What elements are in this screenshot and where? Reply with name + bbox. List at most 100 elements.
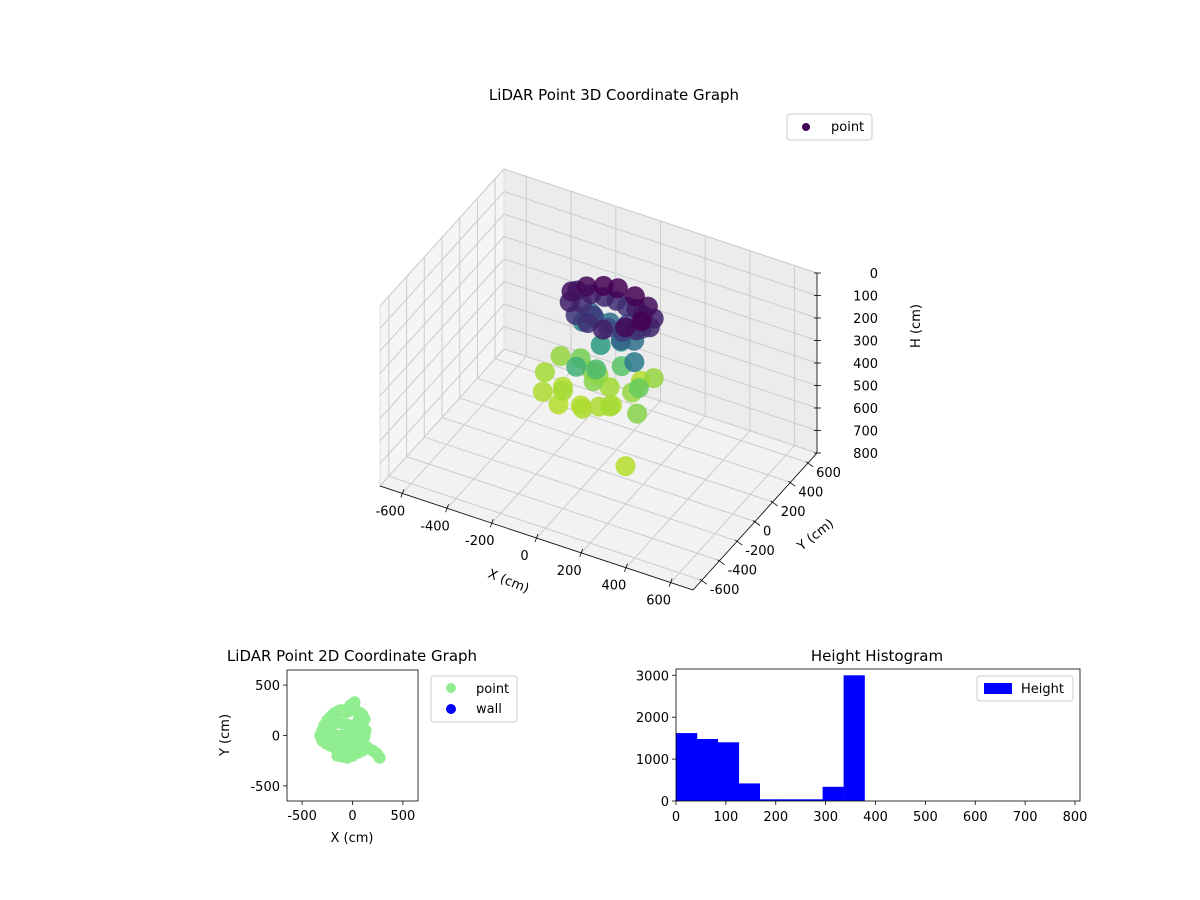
scatter3d-z-tick-label: 600 (853, 402, 878, 417)
scatter3d-gridline-z (503, 348, 818, 454)
scatter3d-gridline-z (379, 326, 505, 464)
scatter2d-point (373, 751, 386, 764)
scatter3d-point (576, 276, 597, 297)
scatter3d-y-tick-label: -400 (728, 564, 758, 579)
histogram-legend-swatch (984, 683, 1012, 694)
scatter3d-gridline-z (503, 281, 818, 386)
histogram-x-tick-label: 600 (963, 810, 988, 825)
scatter3d-gridline-y (441, 417, 756, 522)
scatter3d-legend-box (786, 113, 873, 141)
scatter3d-x-tick (534, 533, 539, 543)
scatter3d-point (586, 359, 607, 380)
scatter2d-x-tick-label: 500 (390, 809, 415, 824)
scatter3d-z-tick-label: 0 (870, 267, 878, 282)
scatter3d-point (566, 356, 587, 377)
histogram-x-tick-label: 0 (672, 810, 680, 825)
histogram-bar (759, 799, 781, 801)
scatter3d-points (532, 275, 664, 477)
scatter3d-z-tick-label: 800 (853, 447, 878, 462)
scatter3d-gridline-y (406, 456, 720, 562)
scatter3d-y-tick (788, 481, 796, 487)
scatter3d-x-tick (445, 504, 449, 513)
scatter3d-z-tick-label: 500 (853, 380, 878, 395)
scatter2d-y-tick-label: 500 (255, 679, 280, 694)
histogram-y-tick-label: 1000 (636, 753, 669, 768)
histogram-y-tick-label: 0 (661, 795, 669, 810)
scatter3d-x-tick-label: -600 (376, 504, 406, 519)
histogram-axes-frame (675, 668, 1081, 802)
scatter3d-point (572, 398, 593, 419)
scatter2d-legend-wall-marker (446, 704, 456, 714)
scatter3d-y-tick (717, 559, 725, 565)
scatter3d-gridline-z (503, 303, 818, 409)
scatter3d-legend-marker (802, 123, 810, 131)
scatter3d-gridline-y (388, 475, 703, 581)
scatter3d-z-tick-label: 300 (853, 335, 878, 350)
scatter2d-legend-wall-label: wall (476, 702, 502, 717)
scatter3d-point (607, 278, 628, 299)
scatter3d-point (577, 313, 598, 333)
histogram-legend-label: Height (1021, 682, 1064, 697)
scatter3d-point (643, 368, 664, 389)
scatter3d-x-tick-label: -400 (420, 519, 450, 534)
scatter2d-x-tick-label: 0 (348, 809, 356, 824)
scatter3d-point (615, 317, 636, 338)
histogram-x-tick-label: 100 (713, 810, 738, 825)
scatter2d-point (357, 732, 370, 745)
scatter3d-x-tick (579, 548, 584, 557)
histogram-x-tick-label: 500 (913, 810, 938, 825)
scatter3d-x-tick-label: 0 (520, 549, 528, 564)
scatter3d-gridline-z (379, 303, 505, 442)
histogram-bar (676, 733, 698, 801)
histogram-x-tick-label: 800 (1063, 810, 1088, 825)
scatter3d-x-tick-label: 400 (602, 579, 627, 594)
scatter3d-legend: point (786, 113, 873, 141)
scatter3d-x-tick (668, 578, 673, 587)
scatter3d-gridline-z (379, 236, 505, 374)
scatter3d-x-tick (624, 563, 628, 572)
scatter2d-xlabel: X (cm) (331, 831, 374, 846)
scatter3d-point (615, 456, 636, 477)
scatter3d-z-tick-label: 100 (853, 290, 878, 305)
scatter2d-chart: LiDAR Point 2D Coordinate Graph -500 0 500… (218, 647, 518, 846)
scatter2d-y-tick-label: -500 (250, 780, 280, 795)
scatter2d-y-tick-label: 0 (272, 730, 280, 745)
scatter3d-gridline-z (379, 191, 505, 329)
scatter2d-x-tick-label: -500 (287, 809, 317, 824)
scatter3d-gridline-z (503, 191, 818, 296)
histogram-bar (738, 783, 760, 801)
scatter3d-point (550, 346, 571, 366)
histogram-legend: Height (976, 675, 1074, 702)
histogram-bar (843, 675, 865, 801)
scatter3d-gridlines (379, 168, 818, 583)
scatter3d-gridline-y (459, 397, 773, 503)
scatter3d-x-tick (400, 489, 405, 498)
scatter3d-gridline-z (503, 168, 818, 274)
histogram-bar (717, 742, 740, 801)
scatter3d-point (628, 378, 649, 398)
histogram-title: Height Histogram (811, 647, 943, 665)
scatter3d-x-tick-label: 200 (557, 564, 582, 579)
scatter3d-xlabel: X (cm) (486, 567, 531, 597)
histogram-bar (822, 786, 844, 801)
scatter3d-point (627, 403, 648, 424)
scatter3d-y-tick-label: 400 (798, 485, 823, 500)
scatter2d-plot: -500 0 500 -500 0 500 (250, 669, 419, 824)
scatter3d-y-tick (735, 539, 743, 546)
scatter3d-gridline-z (379, 168, 505, 307)
scatter3d-z-tick-label: 700 (853, 425, 878, 440)
histogram-x-tick-label: 200 (763, 810, 788, 825)
scatter3d-zlabel: H (cm) (909, 304, 924, 348)
scatter3d-gridline-z (379, 258, 505, 397)
scatter2d-point (352, 714, 365, 727)
scatter3d-point (624, 352, 645, 373)
scatter3d-gridline-z (379, 213, 505, 352)
scatter3d-point (631, 311, 652, 332)
scatter3d-gridline-y (424, 436, 738, 542)
histogram-y-tick-label: 3000 (636, 669, 669, 684)
scatter3d-legend-label: point (831, 120, 864, 135)
scatter3d-y-tick-label: -600 (710, 583, 740, 598)
scatter2d-legend-point-label: point (476, 682, 509, 697)
scatter3d-title: LiDAR Point 3D Coordinate Graph (489, 86, 739, 104)
